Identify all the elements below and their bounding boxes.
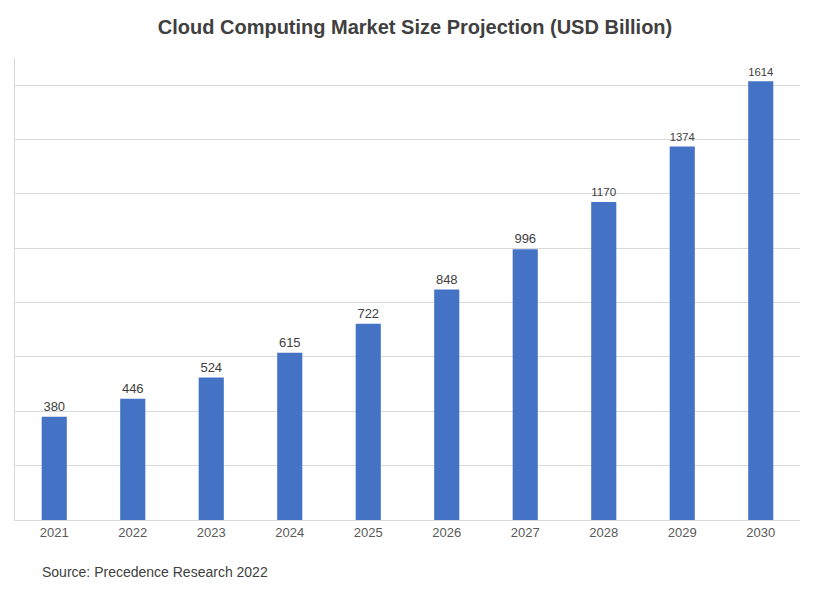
svg-text:2029: 2029 (668, 525, 697, 540)
svg-text:1170: 1170 (591, 185, 617, 198)
svg-text:1374: 1374 (670, 131, 695, 143)
svg-text:2022: 2022 (118, 525, 147, 540)
svg-text:380: 380 (43, 399, 65, 414)
svg-text:2025: 2025 (354, 525, 383, 540)
svg-text:2027: 2027 (511, 525, 540, 540)
svg-text:2021: 2021 (40, 525, 69, 540)
svg-text:2024: 2024 (275, 525, 304, 540)
svg-text:446: 446 (122, 381, 144, 396)
svg-text:615: 615 (279, 335, 301, 350)
svg-text:2026: 2026 (432, 525, 461, 540)
svg-text:2030: 2030 (746, 525, 775, 540)
svg-text:2028: 2028 (589, 525, 618, 540)
svg-text:1614: 1614 (748, 66, 773, 78)
svg-text:2023: 2023 (197, 525, 226, 540)
svg-text:722: 722 (357, 306, 379, 321)
svg-text:Cloud Computing Market Size Pr: Cloud Computing Market Size Projection (… (158, 16, 672, 38)
svg-text:524: 524 (200, 360, 222, 375)
svg-text:Source: Precedence Research 20: Source: Precedence Research 2022 (42, 564, 268, 580)
svg-text:848: 848 (436, 272, 458, 287)
svg-text:996: 996 (514, 231, 536, 246)
